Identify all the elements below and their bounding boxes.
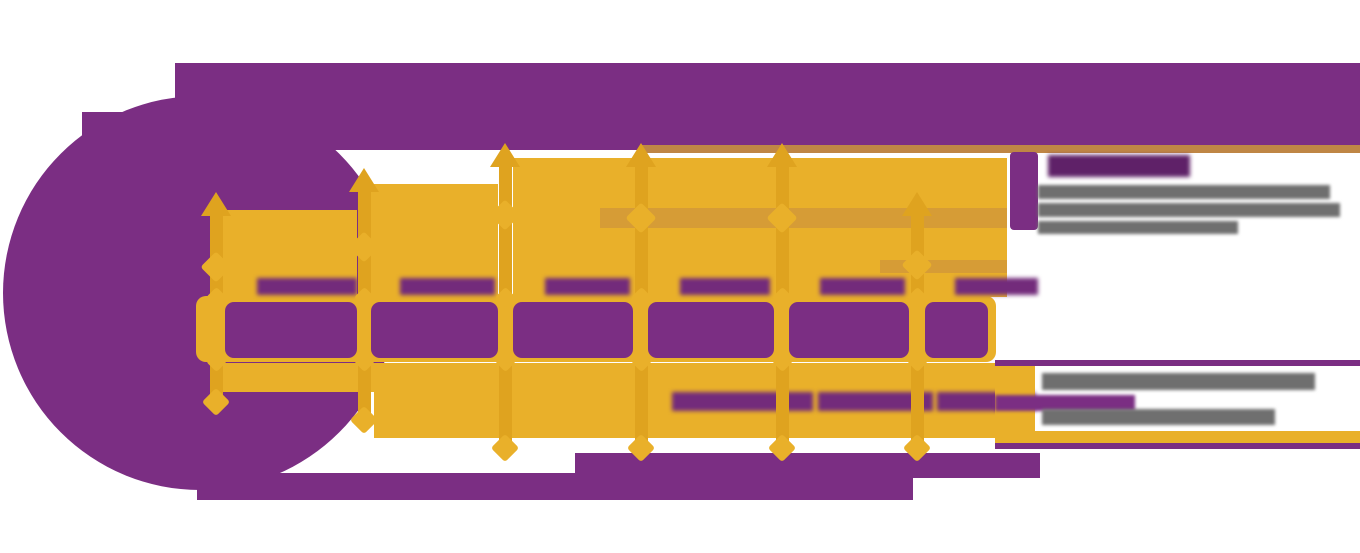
timeline-segment-5: [789, 302, 909, 358]
timeline-segment-2: [371, 302, 498, 358]
above-text-smudge-1: [257, 278, 357, 295]
above-text-smudge-4: [680, 278, 770, 295]
below-text-smudge-1: [672, 392, 813, 411]
milestone-4-arrow-up-icon: [626, 143, 656, 167]
caption2-text-smudge-1: [1042, 373, 1315, 390]
shadow-stripe-2: [880, 260, 1007, 273]
caption1-text-smudge-1: [1038, 185, 1330, 199]
milestone-1-arrow-up-icon: [201, 192, 231, 216]
caption2-top-stripe: [995, 360, 1360, 366]
caption1-text-smudge-3: [1038, 221, 1238, 234]
milestone-3-arrow-up-icon: [490, 143, 520, 167]
caption2-purple-bar: [995, 395, 1135, 411]
caption1-bracket: [1010, 152, 1038, 230]
above-text-smudge-6: [955, 278, 1038, 295]
top-banner: [175, 63, 1360, 150]
timeline-segment-1: [225, 302, 357, 358]
milestone-6-arrow-up-icon: [902, 192, 932, 216]
milestone-3-lower-stem: [498, 361, 512, 446]
timeline-segment-3: [513, 302, 633, 358]
caption2-gold-stripe: [995, 431, 1360, 443]
shadow-stripe-1: [600, 208, 1007, 228]
milestone-5-arrow-up-icon: [767, 143, 797, 167]
milestone-3-end-diamond-icon: [490, 433, 520, 463]
top-banner-step: [82, 112, 192, 182]
caption2-bottom-stripe: [995, 443, 1360, 449]
bottom-band-lower: [197, 473, 913, 500]
milestone-5-lower-stem: [775, 361, 789, 446]
milestone-2-arrow-up-icon: [349, 168, 379, 192]
above-text-smudge-5: [820, 278, 905, 295]
timeline-segment-6: [925, 302, 988, 358]
bronze-stripe-top: [640, 145, 1360, 153]
above-callout-box-3: [513, 158, 1007, 297]
timeline-segment-4: [648, 302, 774, 358]
caption2-text-smudge-2: [1042, 409, 1275, 425]
caption1-text-smudge-2: [1038, 203, 1340, 217]
milestone-2-lower-stem: [357, 361, 371, 418]
caption1-heading-smudge: [1048, 155, 1190, 177]
milestone-6-lower-stem: [910, 361, 924, 446]
milestone-4-lower-stem: [634, 361, 648, 446]
above-text-smudge-3: [545, 278, 630, 295]
below-text-smudge-2: [818, 392, 933, 411]
above-text-smudge-2: [400, 278, 495, 295]
